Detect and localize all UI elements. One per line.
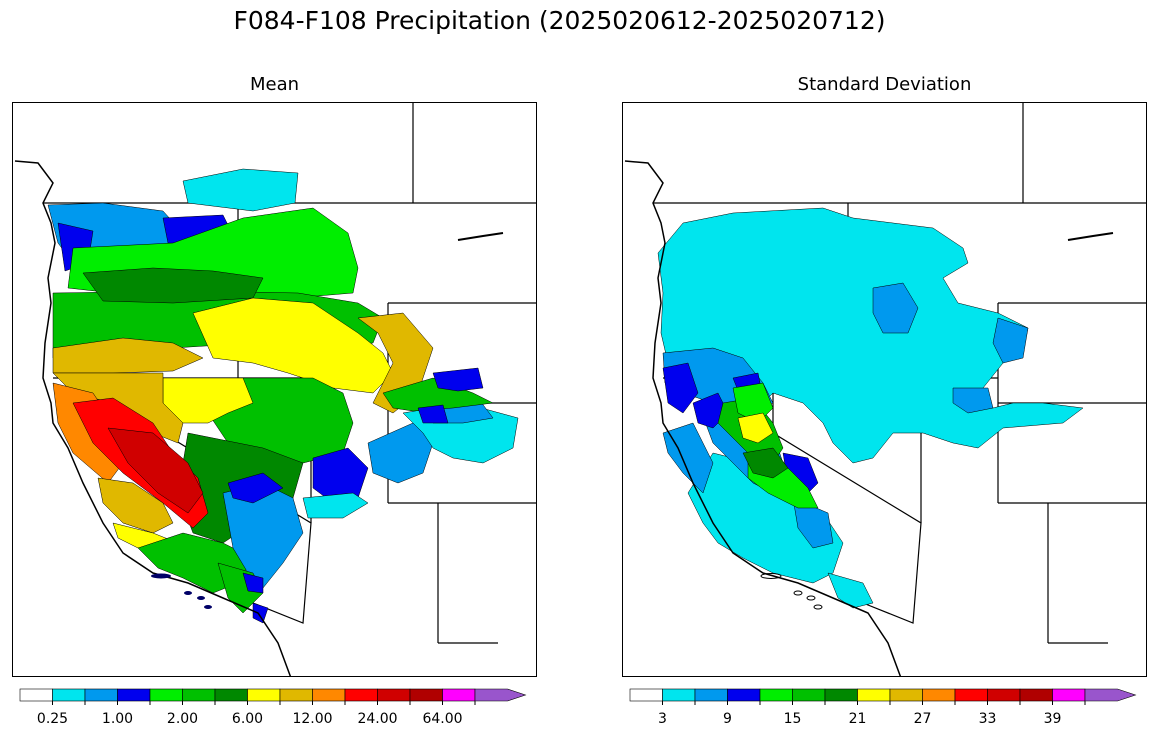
mean-map-svg	[14, 103, 536, 676]
mean-colorbar-swatch	[474, 688, 527, 702]
mean-colorbar-label: 12.00	[292, 711, 333, 727]
mean-colorbar-swatch	[312, 688, 346, 702]
mean-colorbar-label: 1.00	[101, 711, 134, 727]
std-colorbar-label: 15	[783, 711, 802, 727]
std-colorbar-label: 39	[1043, 711, 1062, 727]
std-islands	[760, 573, 823, 610]
std-colorbar-swatch	[694, 688, 728, 702]
mean-lake-outline	[457, 232, 504, 241]
mean-colorbar-swatch	[52, 688, 86, 702]
std-colorbar-label: 9	[723, 711, 732, 727]
mean-colorbar-swatch	[377, 688, 411, 702]
mean-colorbar-swatch	[84, 688, 118, 702]
mean-colorbar-svg	[19, 688, 527, 705]
mean-colorbar-swatch	[409, 688, 443, 702]
std-colorbar-swatch	[954, 688, 988, 702]
std-colorbar-swatch	[857, 688, 891, 702]
mean-islands	[151, 573, 212, 609]
std-map-svg	[624, 103, 1146, 676]
std-colorbar-swatch	[824, 688, 858, 702]
std-colorbar-label: 33	[978, 711, 997, 727]
mean-colorbar-label: 6.00	[231, 711, 264, 727]
mean-colorbar-swatch	[247, 688, 281, 702]
std-colorbar-swatch	[889, 688, 923, 702]
std-colorbar-label: 21	[848, 711, 867, 727]
std-colorbar-swatch	[759, 688, 793, 702]
figure-title: F084-F108 Precipitation (2025020612-2025…	[233, 6, 886, 35]
mean-colorbar-swatch	[442, 688, 476, 702]
std-colorbar	[629, 688, 1138, 709]
mean-colorbar-label: 2.00	[166, 711, 199, 727]
std-map	[622, 102, 1147, 677]
std-colorbar-swatch	[629, 688, 663, 702]
mean-map	[12, 102, 537, 677]
std-colorbar-swatch	[1084, 688, 1137, 702]
mean-colorbar-label: 64.00	[422, 711, 463, 727]
mean-colorbar-swatch	[149, 688, 183, 702]
mean-colorbar-swatch	[117, 688, 151, 702]
mean-colorbar-label: 24.00	[357, 711, 398, 727]
std-colorbar-svg	[629, 688, 1137, 705]
std-colorbar-swatch	[987, 688, 1021, 702]
mean-colorbar-label: 0.25	[36, 711, 69, 727]
std-colorbar-swatch	[727, 688, 761, 702]
mean-colorbar-swatch	[182, 688, 216, 702]
std-lake-outline	[1067, 232, 1114, 241]
mean-colorbar-swatch	[344, 688, 378, 702]
mean-colorbar-swatch	[214, 688, 248, 702]
std-colorbar-swatch	[1052, 688, 1086, 702]
std-colorbar-swatch	[1019, 688, 1053, 702]
mean-panel-title: Mean	[249, 74, 300, 95]
mean-coastline	[14, 160, 292, 676]
std-colorbar-swatch	[922, 688, 956, 702]
std-colorbar-swatch	[662, 688, 696, 702]
std-colorbar-label: 3	[658, 711, 667, 727]
std-panel-title: Standard Deviation	[797, 74, 972, 95]
mean-colorbar-swatch	[19, 688, 53, 702]
mean-colorbar	[19, 688, 528, 709]
mean-precip-regions	[47, 168, 519, 624]
std-precip-regions	[657, 207, 1084, 609]
std-colorbar-swatch	[792, 688, 826, 702]
std-colorbar-label: 27	[913, 711, 932, 727]
std-coastline	[624, 160, 902, 676]
mean-colorbar-swatch	[279, 688, 313, 702]
